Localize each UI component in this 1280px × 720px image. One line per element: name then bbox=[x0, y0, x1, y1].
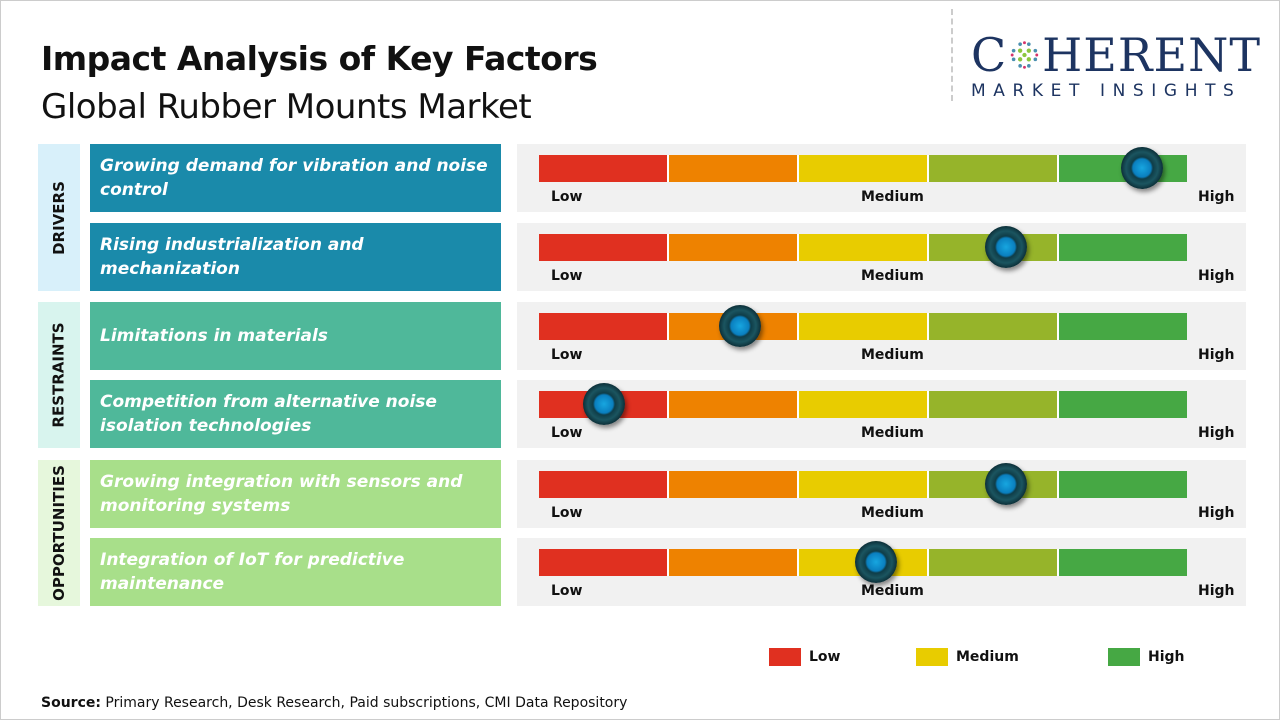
category-name: OPPORTUNITIES bbox=[50, 465, 68, 601]
impact-indicator-knob bbox=[854, 541, 897, 583]
category-name: DRIVERS bbox=[50, 180, 69, 255]
scale-segment bbox=[929, 155, 1059, 182]
impact-indicator-knob bbox=[718, 305, 761, 347]
scale-label: Low bbox=[551, 583, 583, 599]
scale-label: Medium bbox=[861, 583, 924, 599]
scale-segment bbox=[799, 155, 929, 182]
logo-letter: C bbox=[971, 28, 1008, 82]
page-title: Impact Analysis of Key Factors bbox=[41, 39, 598, 78]
divider bbox=[951, 9, 953, 101]
scale-segment bbox=[799, 391, 929, 418]
globe-icon bbox=[1010, 41, 1039, 69]
factor-label: Integration of IoT for predictive mainte… bbox=[90, 538, 501, 606]
scale-segment bbox=[1059, 471, 1187, 498]
category-label: OPPORTUNITIES bbox=[38, 460, 80, 606]
impact-scale-bar bbox=[539, 234, 1187, 261]
factor-label: Growing demand for vibration and noise c… bbox=[90, 144, 501, 212]
scale-label: High bbox=[1198, 505, 1235, 521]
legend-item: Low bbox=[769, 648, 840, 666]
scale-label: Low bbox=[551, 268, 583, 284]
scale-segment bbox=[1059, 549, 1187, 576]
scale-label: Medium bbox=[861, 505, 924, 521]
scale-label: High bbox=[1198, 425, 1235, 441]
scale-label: Medium bbox=[861, 347, 924, 363]
scale-segment bbox=[539, 155, 669, 182]
impact-scale-bar bbox=[539, 391, 1187, 418]
impact-scale-bar bbox=[539, 313, 1187, 340]
legend-label: High bbox=[1148, 649, 1185, 665]
scale-label: Low bbox=[551, 425, 583, 441]
scale-segment bbox=[669, 234, 799, 261]
impact-indicator-knob bbox=[984, 463, 1027, 505]
scale-segment bbox=[1059, 313, 1187, 340]
impact-meter: Low Medium High bbox=[517, 460, 1246, 528]
scale-label: Medium bbox=[861, 268, 924, 284]
legend-swatch bbox=[916, 648, 948, 666]
factor-label: Competition from alternative noise isola… bbox=[90, 380, 501, 448]
logo-subtext: MARKET INSIGHTS bbox=[971, 81, 1242, 101]
category-name: RESTRAINTS bbox=[50, 322, 69, 428]
legend-item: Medium bbox=[916, 648, 1019, 666]
scale-segment bbox=[669, 391, 799, 418]
impact-scale-bar bbox=[539, 471, 1187, 498]
scale-segment bbox=[929, 313, 1059, 340]
coherent-logo: C HERENT MARKET INSIGHTS bbox=[971, 31, 1261, 101]
scale-segment bbox=[669, 471, 799, 498]
scale-segment bbox=[539, 313, 669, 340]
impact-indicator-knob bbox=[984, 226, 1027, 268]
factor-label: Rising industrialization and mechanizati… bbox=[90, 223, 501, 291]
category-label: RESTRAINTS bbox=[38, 302, 80, 448]
scale-segment bbox=[799, 313, 929, 340]
scale-label: High bbox=[1198, 347, 1235, 363]
scale-label: Medium bbox=[861, 425, 924, 441]
impact-meter: Low Medium High bbox=[517, 223, 1246, 291]
impact-meter: Low Medium High bbox=[517, 380, 1246, 448]
scale-label: Low bbox=[551, 347, 583, 363]
scale-segment bbox=[669, 155, 799, 182]
factor-label: Growing integration with sensors and mon… bbox=[90, 460, 501, 528]
legend-item: High bbox=[1108, 648, 1185, 666]
scale-label: High bbox=[1198, 583, 1235, 599]
scale-label: Low bbox=[551, 189, 583, 205]
impact-scale-bar bbox=[539, 549, 1187, 576]
impact-indicator-knob bbox=[582, 383, 625, 425]
legend-label: Low bbox=[809, 649, 841, 665]
scale-segment bbox=[539, 471, 669, 498]
scale-segment bbox=[799, 471, 929, 498]
impact-meter: Low Medium High bbox=[517, 538, 1246, 606]
source-text: Primary Research, Desk Research, Paid su… bbox=[100, 695, 628, 711]
logo-text: HERENT bbox=[1042, 28, 1261, 82]
legend-swatch bbox=[769, 648, 801, 666]
scale-segment bbox=[539, 549, 669, 576]
factor-label: Limitations in materials bbox=[90, 302, 501, 370]
source-note: Source: Primary Research, Desk Research,… bbox=[41, 695, 627, 711]
scale-segment bbox=[929, 549, 1059, 576]
legend-swatch bbox=[1108, 648, 1140, 666]
scale-segment bbox=[1059, 234, 1187, 261]
scale-label: High bbox=[1198, 268, 1235, 284]
impact-indicator-knob bbox=[1120, 147, 1163, 189]
scale-segment bbox=[799, 234, 929, 261]
scale-segment bbox=[669, 549, 799, 576]
scale-label: Medium bbox=[861, 189, 924, 205]
scale-label: High bbox=[1198, 189, 1235, 205]
impact-meter: Low Medium High bbox=[517, 302, 1246, 370]
category-label: DRIVERS bbox=[38, 144, 80, 291]
page-subtitle: Global Rubber Mounts Market bbox=[41, 87, 532, 127]
impact-meter: Low Medium High bbox=[517, 144, 1246, 212]
scale-segment bbox=[1059, 391, 1187, 418]
legend-label: Medium bbox=[956, 649, 1019, 665]
impact-scale-bar bbox=[539, 155, 1187, 182]
source-label: Source: bbox=[41, 695, 101, 711]
scale-segment bbox=[929, 391, 1059, 418]
scale-label: Low bbox=[551, 505, 583, 521]
scale-segment bbox=[539, 234, 669, 261]
